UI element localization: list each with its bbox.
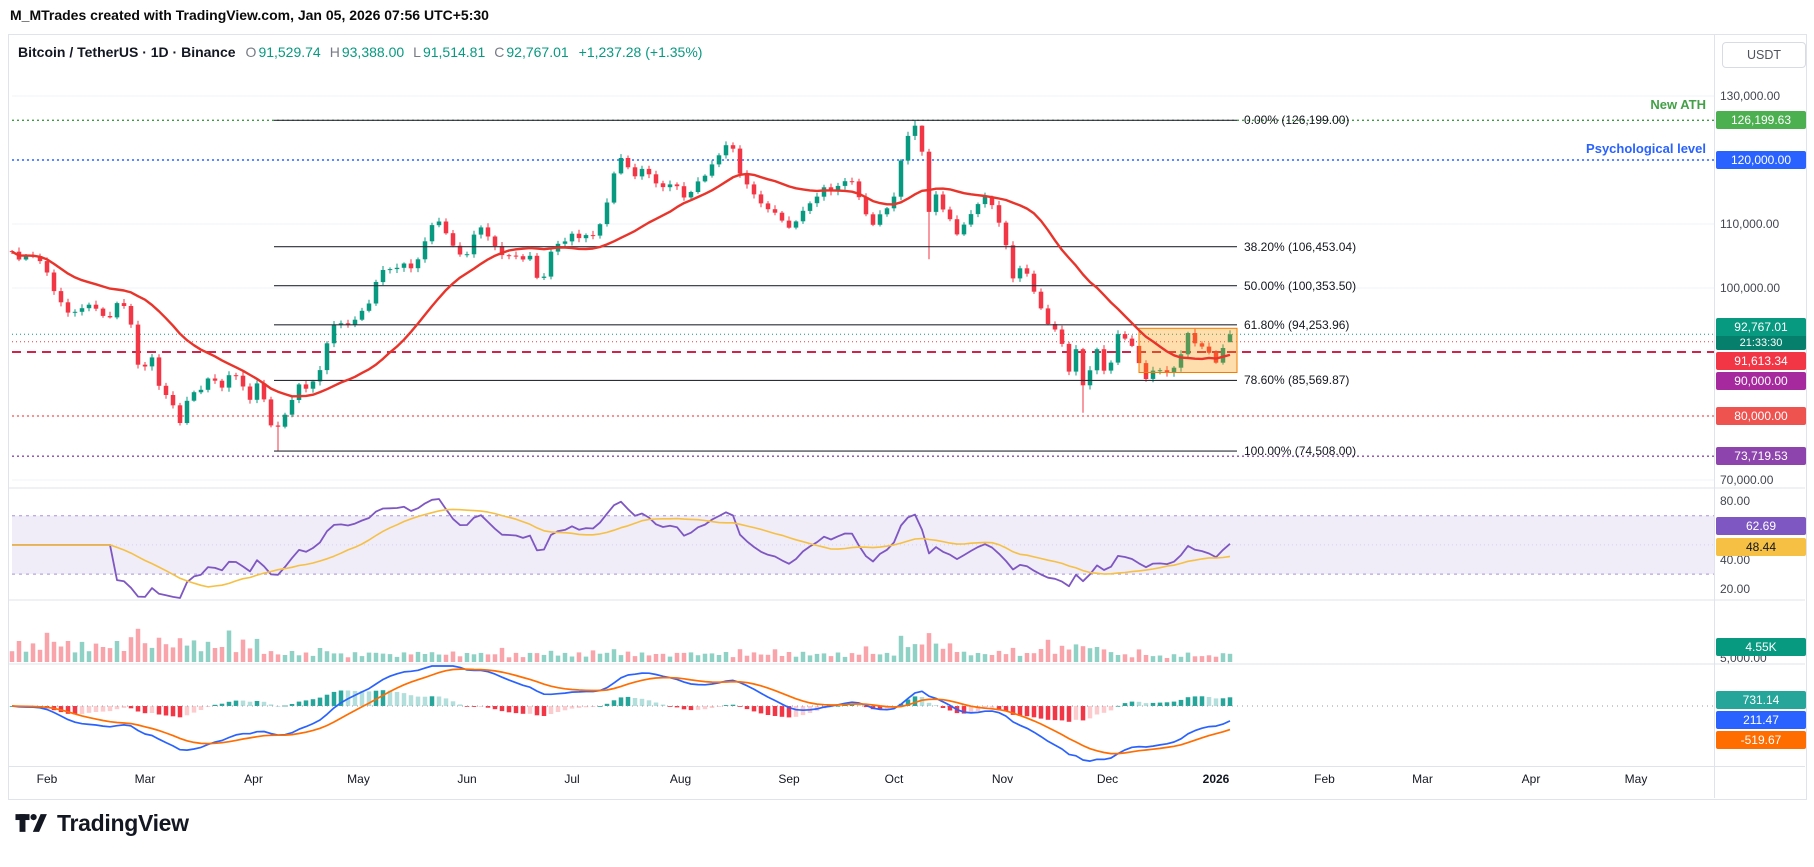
fib-level-label: 100.00% (74,508.00) <box>1244 444 1357 459</box>
annotation-psychological-level: Psychological level <box>1586 141 1706 156</box>
price-badge: 62.69 <box>1716 517 1806 536</box>
month-label[interactable]: Sep <box>778 772 800 786</box>
month-label[interactable]: 2026 <box>1202 772 1230 786</box>
month-label[interactable]: Feb <box>36 772 58 786</box>
price-scale-separator[interactable] <box>1714 35 1715 798</box>
price-badge: 731.14 <box>1716 691 1806 710</box>
fib-level-label: 78.60% (85,569.87) <box>1244 373 1350 388</box>
rsi-scale-label[interactable]: 20.00 <box>1720 581 1751 596</box>
price-badge: 4.55K <box>1716 638 1806 656</box>
price-badge: 211.47 <box>1716 711 1806 730</box>
price-badge: 73,719.53 <box>1716 447 1806 466</box>
month-label[interactable]: Mar <box>1412 772 1433 786</box>
fib-level-label: 0.00% (126,199.00) <box>1244 113 1350 128</box>
annotation-new-ath: New ATH <box>1650 97 1706 112</box>
ohlc-item: L 91,514.81 <box>413 44 486 60</box>
ohlc-item: C 92,767.01 <box>494 44 569 60</box>
ohlc-item: H 93,388.00 <box>329 44 405 60</box>
ohlc-item: O 91,529.74 <box>245 44 321 60</box>
month-label[interactable]: Dec <box>1096 772 1119 786</box>
month-label[interactable]: Apr <box>244 772 263 786</box>
price-badge: 80,000.00 <box>1716 407 1806 425</box>
price-badge: 92,767.01 21:33:30 <box>1716 318 1806 351</box>
price-change: +1,237.28 (+1.35%) <box>578 44 703 60</box>
attribution-text: M_MTrades created with TradingView.com, … <box>10 7 489 23</box>
rsi-scale-label[interactable]: 80.00 <box>1720 494 1751 509</box>
price-scale-label[interactable]: 70,000.00 <box>1720 473 1774 487</box>
price-badge: -519.67 <box>1716 731 1806 750</box>
price-scale-label[interactable]: 110,000.00 <box>1720 217 1780 231</box>
price-badge: 91,613.34 <box>1716 352 1806 371</box>
price-scale-label[interactable]: 100,000.00 <box>1720 281 1781 295</box>
ohlc-values: O 91,529.74 H 93,388.00 L 91,514.81 C 92,767.01 <box>246 44 569 60</box>
fib-level-label: 61.80% (94,253.96) <box>1244 317 1350 332</box>
month-label[interactable]: May <box>1624 772 1648 786</box>
symbol-title: Bitcoin / TetherUS · 1D · Binance <box>18 44 236 60</box>
fib-level-label: 50.00% (100,353.50) <box>1244 278 1357 293</box>
time-axis-separator[interactable] <box>9 766 1805 767</box>
month-label[interactable]: Jun <box>457 772 477 786</box>
tradingview-logo-text: TradingView <box>57 809 189 836</box>
tradingview-logo-icon <box>15 813 47 832</box>
month-label[interactable]: Feb <box>1314 772 1335 786</box>
month-label[interactable]: Nov <box>991 772 1014 786</box>
month-label[interactable]: May <box>347 772 370 786</box>
symbol-header: Bitcoin / TetherUS · 1D · Binance O 91,52… <box>18 44 702 60</box>
tradingview-logo: TradingView <box>14 808 189 838</box>
month-label[interactable]: Mar <box>134 772 156 786</box>
month-label[interactable]: Aug <box>669 772 692 786</box>
month-label[interactable]: Apr <box>1521 772 1541 786</box>
price-scale-label[interactable]: 130,000.00 <box>1720 89 1781 103</box>
price-badge: 48.44 <box>1716 538 1806 557</box>
price-badge: 90,000.00 <box>1716 372 1806 391</box>
month-label[interactable]: Oct <box>884 772 904 786</box>
price-badge: 120,000.00 <box>1716 151 1806 169</box>
fib-level-label: 38.20% (106,453.04) <box>1244 239 1357 254</box>
price-badge: 126,199.63 <box>1716 111 1806 130</box>
currency-button[interactable]: USDT <box>1722 42 1806 68</box>
month-label[interactable]: Jul <box>564 772 580 786</box>
